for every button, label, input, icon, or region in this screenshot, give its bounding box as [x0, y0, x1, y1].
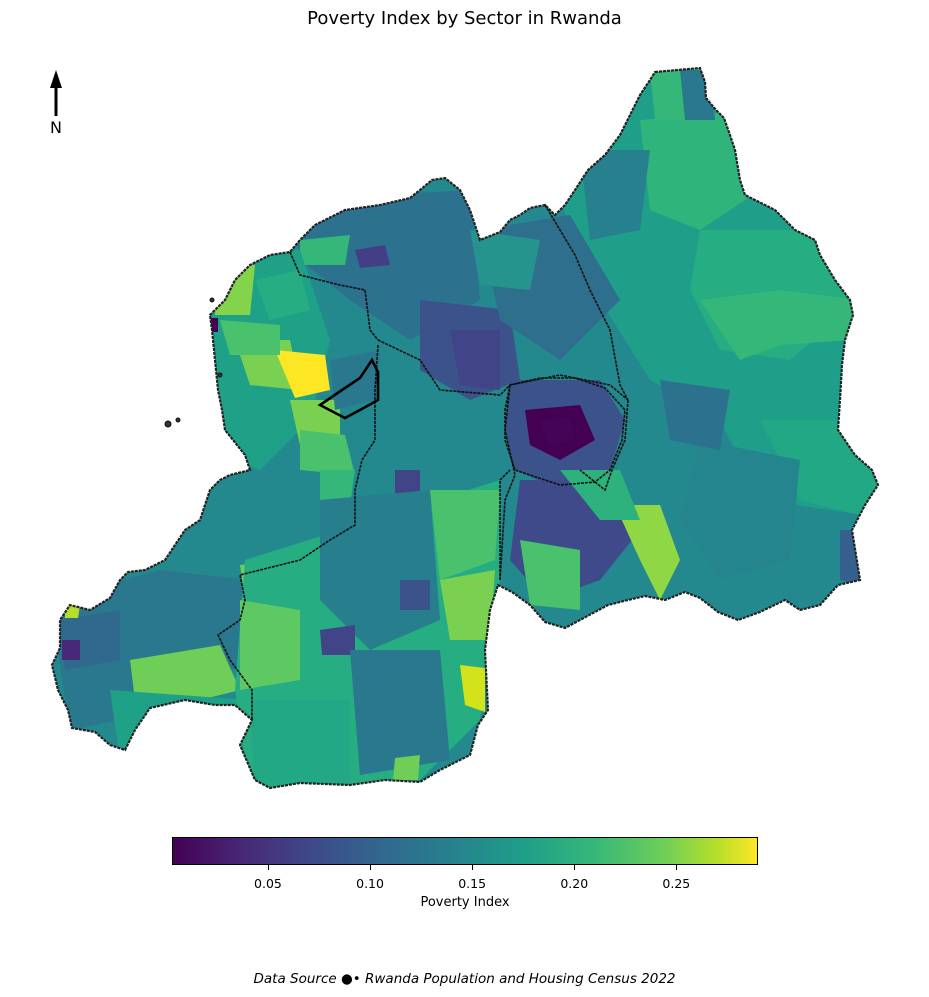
- colorbar-label: Poverty Index: [420, 895, 510, 910]
- sector-polygons: [52, 68, 878, 788]
- province-borders: [216, 204, 629, 720]
- colorbar-tick: [574, 865, 576, 870]
- north-label: N: [50, 118, 62, 137]
- colorbar-tick-label: 0.10: [356, 876, 384, 891]
- map-title: Poverty Index by Sector in Rwanda: [307, 8, 622, 29]
- colorbar-tick-label: 0.15: [458, 876, 487, 891]
- colorbar-tick: [267, 865, 269, 870]
- country-border: [50, 66, 880, 790]
- colorbar-tick: [472, 865, 474, 870]
- north-arrow: N: [42, 68, 70, 140]
- colorbar-ticks: 0.05 0.10 0.15 0.20 0.25: [172, 865, 758, 895]
- colorbar-tick-label: 0.25: [662, 876, 691, 891]
- kigali-boundary: [504, 377, 626, 486]
- rwanda-sector-map: [50, 66, 880, 790]
- lake-outline: [317, 357, 380, 420]
- colorbar-tick: [370, 865, 372, 870]
- colorbar-tick-label: 0.05: [254, 876, 282, 891]
- colorbar-tick: [676, 865, 678, 870]
- colorbar-tick-label: 0.20: [560, 876, 589, 891]
- north-arrow-icon: [50, 70, 62, 116]
- data-source: Data Source ●• Rwanda Population and Hou…: [253, 971, 676, 987]
- lake-islands: [164, 297, 223, 428]
- colorbar: [172, 837, 758, 865]
